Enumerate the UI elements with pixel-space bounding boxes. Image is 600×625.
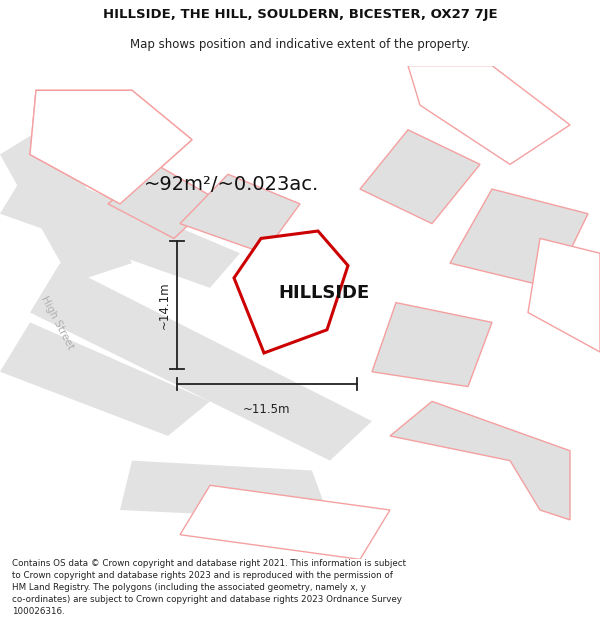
Text: HILLSIDE, THE HILL, SOULDERN, BICESTER, OX27 7JE: HILLSIDE, THE HILL, SOULDERN, BICESTER, … [103, 8, 497, 21]
Text: ~92m²/~0.023ac.: ~92m²/~0.023ac. [144, 174, 319, 194]
Polygon shape [0, 125, 132, 283]
Polygon shape [120, 461, 330, 520]
Text: High Street: High Street [39, 294, 75, 351]
Polygon shape [360, 130, 480, 224]
Polygon shape [528, 238, 600, 352]
Polygon shape [0, 164, 240, 288]
Text: ~11.5m: ~11.5m [243, 403, 291, 416]
Polygon shape [30, 90, 192, 204]
Polygon shape [390, 401, 570, 520]
Polygon shape [108, 164, 216, 238]
Polygon shape [0, 322, 210, 436]
Polygon shape [372, 302, 492, 386]
Polygon shape [180, 485, 390, 559]
Polygon shape [234, 231, 348, 353]
Polygon shape [180, 174, 300, 253]
Polygon shape [408, 66, 570, 164]
Text: Contains OS data © Crown copyright and database right 2021. This information is : Contains OS data © Crown copyright and d… [12, 559, 406, 616]
Text: Map shows position and indicative extent of the property.: Map shows position and indicative extent… [130, 38, 470, 51]
Polygon shape [450, 189, 588, 288]
Text: ~14.1m: ~14.1m [157, 281, 170, 329]
Polygon shape [30, 263, 372, 461]
Text: HILLSIDE: HILLSIDE [278, 284, 370, 302]
Polygon shape [30, 90, 192, 204]
